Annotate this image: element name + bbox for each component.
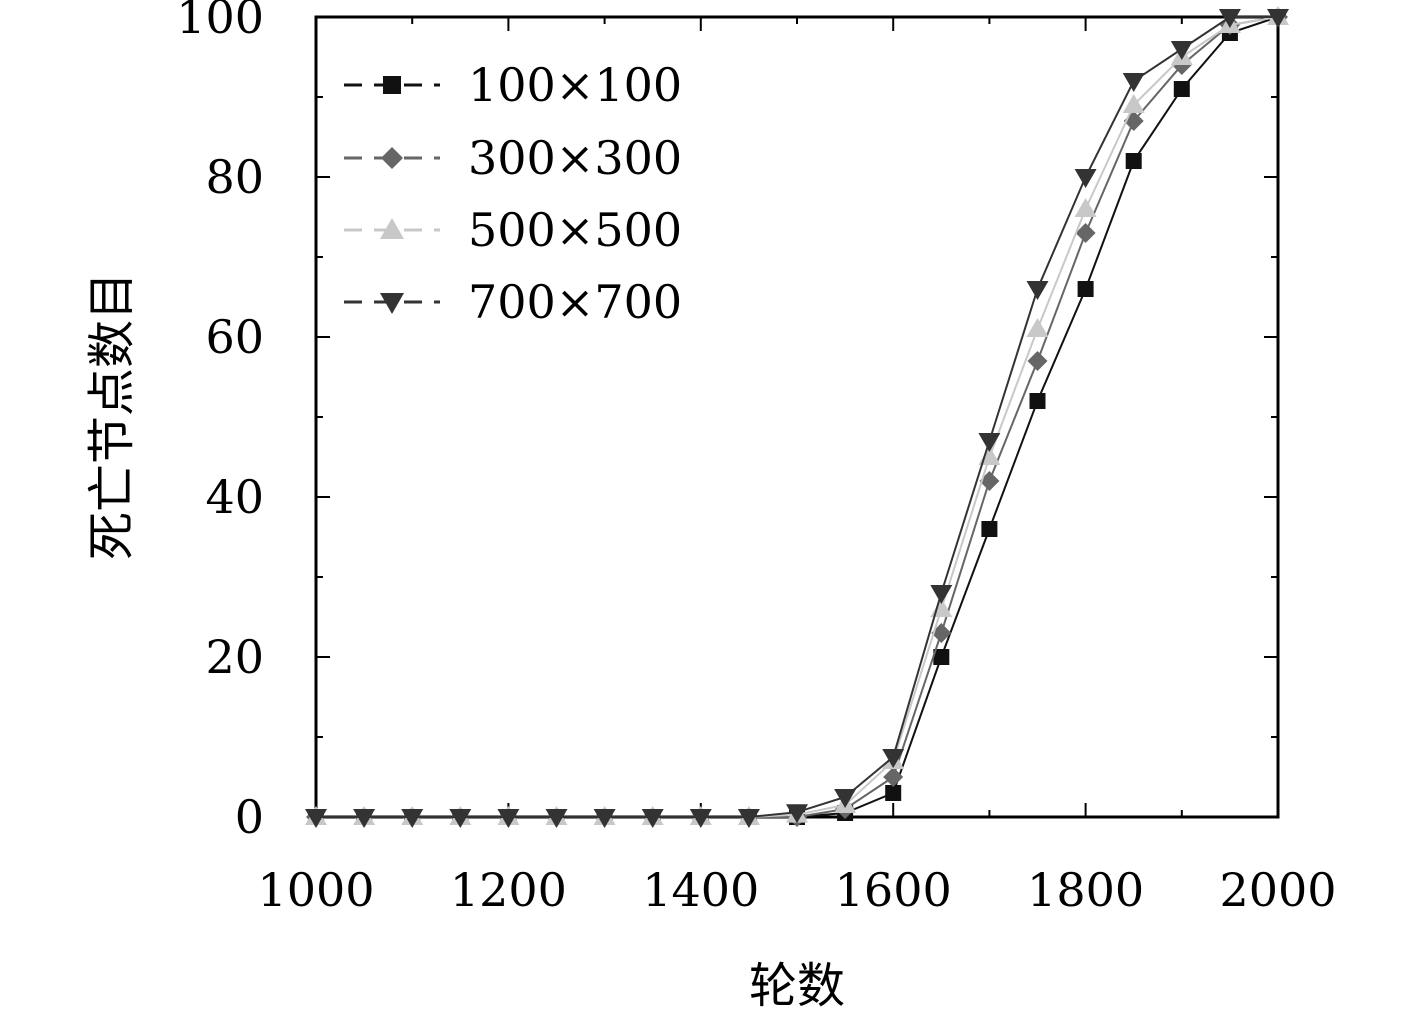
series-1 — [308, 9, 1286, 825]
y-tick-label: 100 — [176, 0, 264, 44]
data-point — [1026, 318, 1049, 337]
series-line — [316, 16, 1278, 818]
legend-label: 500×500 — [468, 203, 682, 257]
y-tick-label: 40 — [205, 470, 264, 524]
series-line — [316, 16, 1279, 818]
data-point — [1075, 223, 1096, 243]
data-point — [737, 809, 760, 828]
data-point — [1026, 281, 1049, 300]
x-axis-title: 轮数 — [749, 958, 845, 1014]
data-point — [1173, 81, 1190, 97]
legend-label: 100×100 — [468, 58, 682, 112]
x-tick-label: 1600 — [835, 863, 952, 917]
legend-label: 300×300 — [468, 131, 682, 185]
data-point — [1122, 73, 1145, 92]
y-axis-title: 死亡节点数目 — [84, 272, 140, 560]
series-4 — [305, 9, 1289, 828]
legend-item: 100×100 — [344, 58, 682, 112]
data-point — [883, 767, 904, 787]
plot-frame — [314, 15, 1280, 819]
data-point — [1267, 9, 1289, 28]
x-tick-label: 1800 — [1027, 863, 1144, 917]
data-point — [641, 809, 664, 828]
series-2 — [306, 7, 1288, 827]
data-point — [497, 809, 520, 828]
data-point — [1074, 169, 1097, 188]
data-point — [786, 804, 808, 824]
legend-marker — [380, 218, 404, 239]
data-point — [401, 809, 424, 828]
legend-marker — [380, 293, 404, 314]
data-point — [978, 433, 1001, 452]
series-line — [316, 16, 1279, 818]
data-point — [689, 809, 712, 828]
data-point — [593, 809, 616, 828]
data-point — [981, 521, 998, 537]
legend-item: 700×700 — [344, 275, 682, 329]
data-point — [1077, 281, 1094, 297]
legend-marker — [383, 76, 401, 94]
y-tick-label: 60 — [205, 310, 264, 364]
legend-item: 300×300 — [344, 131, 682, 185]
legend-label: 700×700 — [468, 275, 682, 329]
x-tick-label: 2000 — [1219, 863, 1336, 917]
data-point — [930, 585, 953, 604]
data-point — [1218, 9, 1241, 28]
series-3 — [305, 6, 1289, 825]
data-point — [1122, 94, 1145, 113]
data-point — [545, 809, 568, 828]
series-line — [316, 16, 1279, 818]
legend-marker — [381, 147, 403, 169]
legend-item: 500×500 — [344, 203, 682, 257]
data-point — [305, 809, 327, 828]
data-point — [885, 785, 902, 801]
x-tick-label: 1000 — [257, 863, 374, 917]
data-point — [353, 809, 376, 828]
x-tick-label: 1400 — [642, 863, 759, 917]
data-point — [1074, 198, 1097, 217]
data-point — [834, 789, 857, 808]
data-point — [933, 649, 950, 665]
data-point — [1125, 153, 1142, 169]
y-tick-label: 0 — [235, 790, 264, 844]
data-point — [882, 749, 905, 768]
data-point — [1027, 351, 1048, 371]
y-tick-label: 20 — [205, 630, 264, 684]
y-tick-label: 80 — [205, 150, 264, 204]
data-point — [1170, 41, 1193, 60]
data-point — [1029, 393, 1046, 409]
data-point — [449, 809, 472, 828]
x-tick-label: 1200 — [450, 863, 567, 917]
